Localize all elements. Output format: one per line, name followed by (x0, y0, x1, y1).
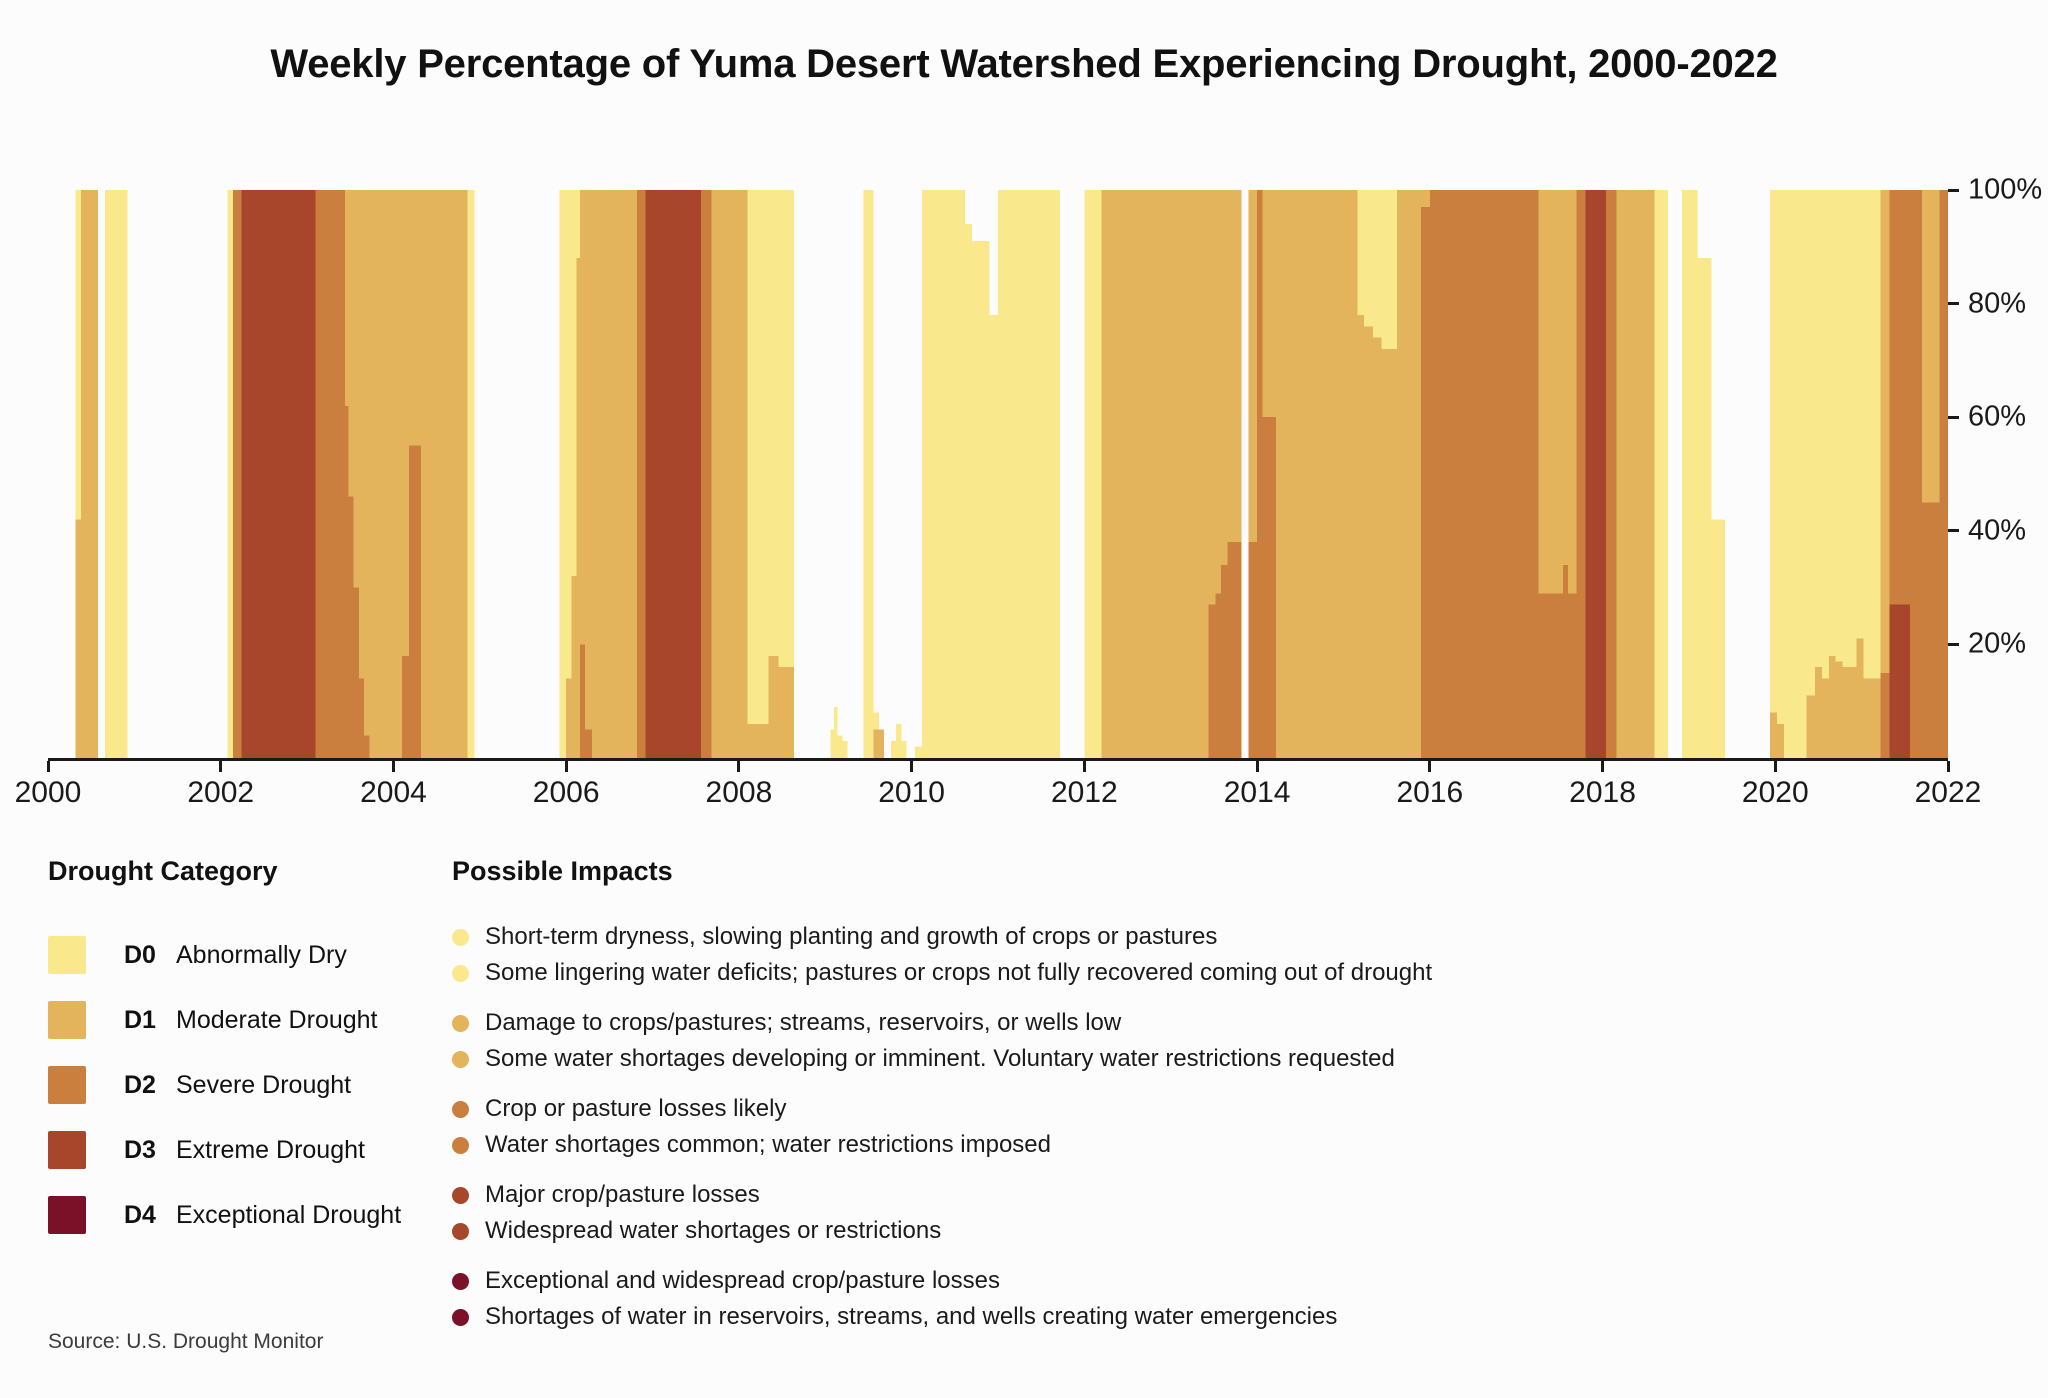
legend-code-d4: D4 (124, 1200, 156, 1229)
legend-swatch-d1 (48, 1001, 86, 1039)
x-tick-2006 (564, 761, 568, 772)
impact-text: Damage to crops/pastures; streams, reser… (485, 1009, 1122, 1036)
impact-text: Water shortages common; water restrictio… (485, 1131, 1051, 1158)
possible-impacts-column: Possible Impacts Short-term dryness, slo… (452, 856, 1992, 1330)
legend-label-d2: Severe Drought (176, 1070, 352, 1099)
x-tick-label-2016: 2016 (1396, 776, 1464, 809)
impact-item: Water shortages common; water restrictio… (452, 1128, 1051, 1162)
impact-bullet-icon (452, 1308, 469, 1326)
impact-bullet-icon (452, 1186, 469, 1204)
impact-bullet-icon (452, 1014, 469, 1032)
impact-bullet-icon (452, 1272, 469, 1290)
impact-text: Crop or pasture losses likely (485, 1095, 787, 1122)
x-tick-label-2002: 2002 (187, 776, 255, 809)
x-tick-2010 (910, 761, 914, 772)
x-tick-2000 (46, 761, 50, 772)
drought-area-chart (48, 190, 1948, 758)
y-tick-80 (1948, 302, 1959, 306)
page-title: Weekly Percentage of Yuma Desert Watersh… (270, 42, 1778, 86)
y-tick-label-40: 40% (1968, 514, 2027, 547)
x-tick-2008 (737, 761, 741, 772)
y-tick-label-60: 60% (1968, 400, 2027, 433)
y-tick-40 (1948, 529, 1959, 533)
x-tick-label-2012: 2012 (1050, 776, 1118, 809)
legend-code-d3: D3 (124, 1135, 156, 1164)
legend-item-d4[interactable]: D4 Exceptional Drought (48, 1192, 401, 1238)
legend-swatch-d4 (48, 1196, 86, 1234)
legend-item-d3[interactable]: D3 Extreme Drought (48, 1127, 365, 1173)
legend-swatch-d3 (48, 1131, 86, 1169)
impact-bullet-icon (452, 1136, 469, 1154)
x-tick-label-2014: 2014 (1223, 776, 1291, 809)
area-series-d3 (241, 190, 1911, 758)
impact-item: Some water shortages developing or immin… (452, 1042, 1395, 1076)
legend-item-d2[interactable]: D2 Severe Drought (48, 1062, 351, 1108)
y-tick-label-100: 100% (1968, 173, 2043, 206)
x-tick-label-2020: 2020 (1741, 776, 1809, 809)
x-tick-2004 (391, 761, 395, 772)
chart-svg (75, 190, 1948, 758)
impact-item: Shortages of water in reservoirs, stream… (452, 1300, 1337, 1334)
drought-category-column: Drought Category D0 Abnormally Dry D1 Moder… (48, 856, 448, 1234)
impact-text: Some water shortages developing or immin… (485, 1045, 1395, 1072)
legend-swatch-d2 (48, 1066, 86, 1104)
legend-code-d1: D1 (124, 1005, 156, 1034)
legend-label-d1: Moderate Drought (176, 1005, 378, 1034)
impact-item: Short-term dryness, slowing planting and… (452, 920, 1217, 954)
x-axis-line (48, 758, 1948, 761)
impact-bullet-icon (452, 1100, 469, 1118)
x-tick-2022 (1946, 761, 1950, 772)
chart-container: 2000 2002 2004 2006 2008 2010 2012 2014 2016 2018… (15, 174, 2043, 810)
x-tick-2016 (1428, 761, 1432, 772)
impact-text: Widespread water shortages or restrictio… (485, 1217, 942, 1244)
x-tick-label-2010: 2010 (878, 776, 945, 809)
x-tick-2002 (219, 761, 223, 772)
x-tick-label-2000: 2000 (14, 776, 82, 809)
impact-item: Major crop/pasture losses (452, 1178, 760, 1212)
y-tick-100 (1948, 188, 1959, 192)
impact-bullet-icon (452, 1050, 469, 1068)
x-tick-label-2008: 2008 (705, 776, 773, 809)
legend-item-d1[interactable]: D1 Moderate Drought (48, 997, 378, 1043)
x-tick-2012 (1082, 761, 1086, 772)
impact-item: Exceptional and widespread crop/pasture … (452, 1264, 1000, 1298)
x-tick-label-2022: 2022 (1914, 776, 1982, 809)
impact-item: Widespread water shortages or restrictio… (452, 1214, 941, 1248)
impact-text: Shortages of water in reservoirs, stream… (485, 1303, 1338, 1330)
impact-text: Major crop/pasture losses (485, 1181, 760, 1208)
legend-swatch-d0 (48, 936, 86, 974)
impact-text: Some lingering water deficits; pastures … (485, 959, 1433, 986)
x-tick-2018 (1601, 761, 1605, 772)
impact-text: Short-term dryness, slowing planting and… (485, 923, 1218, 950)
legend-code-d2: D2 (124, 1070, 156, 1099)
impact-item: Crop or pasture losses likely (452, 1092, 786, 1126)
source-note: Source: U.S. Drought Monitor (48, 1330, 324, 1353)
drought-category-heading: Drought Category (48, 856, 278, 886)
possible-impacts-heading: Possible Impacts (452, 856, 673, 886)
x-tick-label-2006: 2006 (532, 776, 600, 809)
legend-label-d4: Exceptional Drought (176, 1200, 402, 1229)
impact-bullet-icon (452, 1222, 469, 1240)
legend-item-d0[interactable]: D0 Abnormally Dry (48, 932, 347, 978)
x-tick-2020 (1773, 761, 1777, 772)
impact-bullet-icon (452, 964, 469, 982)
y-tick-label-20: 20% (1968, 627, 2027, 660)
impact-item: Damage to crops/pastures; streams, reser… (452, 1006, 1121, 1040)
impact-item: Some lingering water deficits; pastures … (452, 956, 1432, 990)
legend-label-d3: Extreme Drought (176, 1135, 365, 1164)
y-tick-60 (1948, 415, 1959, 419)
y-tick-label-80: 80% (1968, 287, 2027, 320)
y-tick-20 (1948, 642, 1959, 646)
legend-code-d0: D0 (124, 940, 156, 969)
chart-legend: Drought Category D0 Abnormally Dry D1 Moder… (48, 856, 2008, 1336)
legend-label-d0: Abnormally Dry (176, 940, 347, 969)
x-tick-label-2018: 2018 (1569, 776, 1636, 809)
x-tick-label-2004: 2004 (360, 776, 427, 809)
impact-text: Exceptional and widespread crop/pasture … (485, 1267, 1000, 1294)
impact-bullet-icon (452, 928, 469, 946)
x-tick-2014 (1255, 761, 1259, 772)
